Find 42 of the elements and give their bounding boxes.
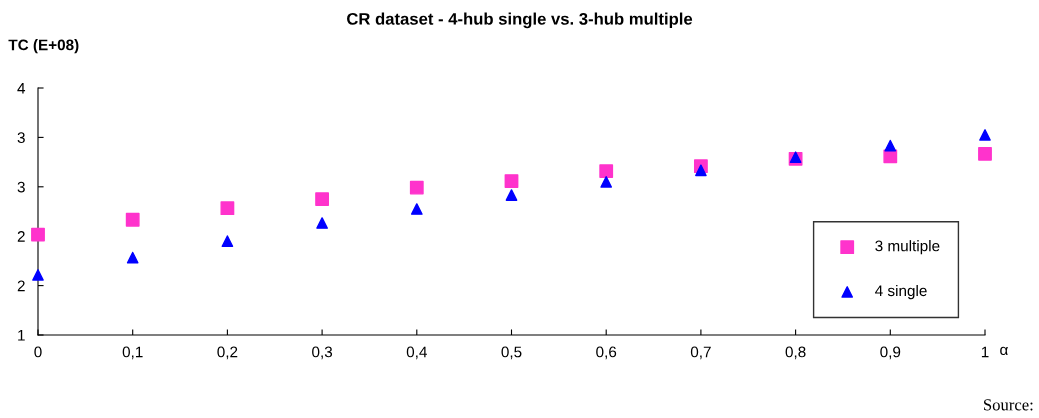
y-tick-label: 4 bbox=[17, 83, 26, 94]
point bbox=[221, 235, 234, 247]
point bbox=[316, 217, 328, 229]
chart-title: CR dataset - 4-hub single vs. 3-hub multiple bbox=[347, 12, 693, 29]
source-note: Source: bbox=[984, 399, 1033, 411]
x-tick-label: 0,5 bbox=[501, 346, 522, 360]
point bbox=[599, 164, 614, 179]
x-tick-label: 0 bbox=[34, 346, 42, 358]
point bbox=[126, 251, 139, 264]
point bbox=[220, 201, 235, 216]
point bbox=[979, 129, 991, 141]
y-tick-label: 3 bbox=[17, 181, 25, 193]
y-tick-label: 1 bbox=[18, 330, 25, 341]
x-tick-label: 0,2 bbox=[217, 346, 238, 360]
point bbox=[883, 149, 898, 164]
x-tick-label: 0,3 bbox=[312, 346, 333, 360]
x-tick-label: 0,4 bbox=[406, 346, 427, 360]
point bbox=[978, 146, 992, 161]
point bbox=[504, 174, 519, 188]
x-axis-title: α bbox=[1000, 346, 1008, 356]
x-tick-label: 0,7 bbox=[690, 346, 711, 360]
x-tick-label: 0,8 bbox=[785, 346, 806, 360]
legend-label: 3 multiple bbox=[875, 240, 940, 255]
x-tick-label: 0,1 bbox=[122, 346, 143, 360]
point bbox=[32, 269, 44, 281]
point bbox=[505, 189, 518, 201]
point bbox=[695, 164, 707, 177]
point bbox=[31, 227, 45, 242]
x-tick-label: 0,6 bbox=[596, 346, 617, 360]
point bbox=[125, 212, 140, 227]
point bbox=[600, 176, 613, 188]
y-tick-label: 3 bbox=[17, 132, 25, 144]
point bbox=[409, 180, 424, 195]
y-tick-label: 2 bbox=[17, 280, 25, 292]
x-tick-label: 1 bbox=[981, 346, 989, 358]
x-tick-label: 0,9 bbox=[880, 346, 901, 360]
legend-label: 4 single bbox=[875, 284, 927, 300]
point bbox=[410, 203, 423, 215]
point bbox=[315, 192, 330, 207]
y-tick-label: 2 bbox=[17, 231, 25, 242]
point bbox=[884, 139, 897, 152]
y-axis-title: TC (E+08) bbox=[8, 39, 79, 54]
